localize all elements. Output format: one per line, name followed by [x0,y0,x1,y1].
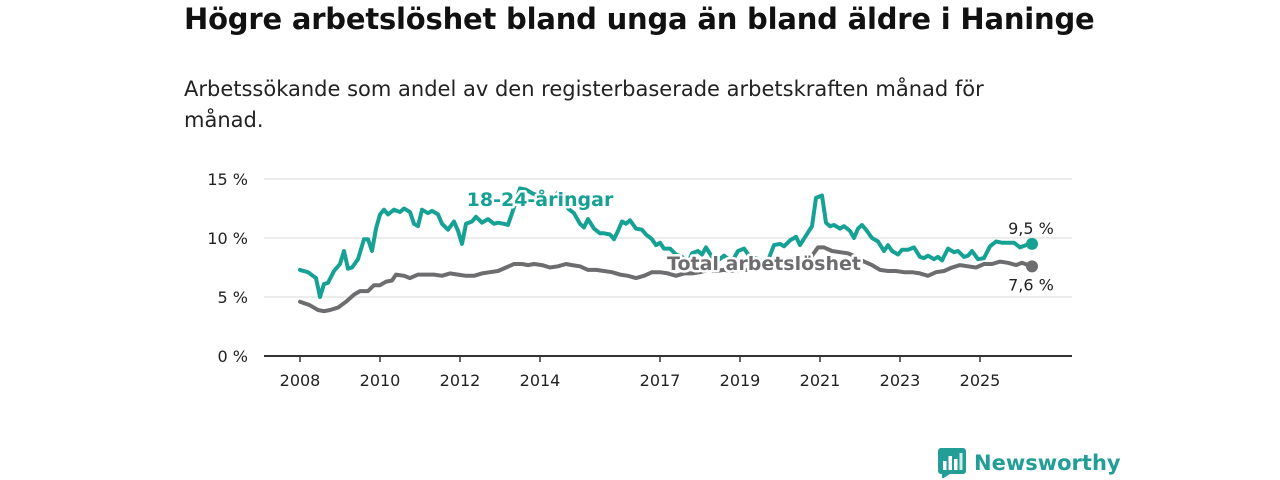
series-name-label: 18-24-åringar [467,187,614,211]
y-axis-ticks: 0 % 5 % 10 % 15 % [207,170,248,366]
newsworthy-brand[interactable]: Newsworthy [938,448,1121,478]
x-tick-label: 2019 [720,371,761,390]
series-line [298,245,1034,314]
y-tick-label: 5 % [218,288,248,307]
series-end-label: 7,6 % [1008,275,1054,294]
y-tick-label: 0 % [218,347,248,366]
series-annotations: 9,5 % 7,6 % 18-24-åringar Total arbetslöshe… [464,185,1054,295]
chart-subtitle: Arbetssökande som andel av den registerb… [184,77,984,132]
x-tick-label: 2017 [640,371,681,390]
x-tick-label: 2008 [280,371,321,390]
series-end-dot [1026,260,1038,273]
x-tick-label: 2021 [800,371,841,390]
y-tick-label: 10 % [207,229,248,248]
x-tick-label: 2025 [960,371,1001,390]
series-name-label: Total arbetslöshet [667,253,861,275]
x-tick-label: 2023 [880,371,921,390]
line-chart: 0 %5 %10 %15 % 2008 2010 2012 2014 2017 2019 2… [207,170,1072,390]
x-axis: 2008 2010 2012 2014 2017 2019 2021 2023 2025 [264,355,1072,390]
series-end-label: 9,5 % [1008,219,1054,238]
x-tick-label: 2010 [360,371,401,390]
brand-name: Newsworthy [974,451,1121,475]
newsworthy-logo-icon [938,448,966,478]
gridlines [264,178,1072,298]
chart-title: Högre arbetslöshet bland unga än bland ä… [184,2,1095,36]
x-tick-label: 2014 [520,371,561,390]
y-tick-label: 15 % [207,170,248,189]
series-end-dot [1026,237,1038,250]
series-line [298,186,1034,299]
series-lines [298,186,1034,314]
x-tick-label: 2012 [440,371,481,390]
